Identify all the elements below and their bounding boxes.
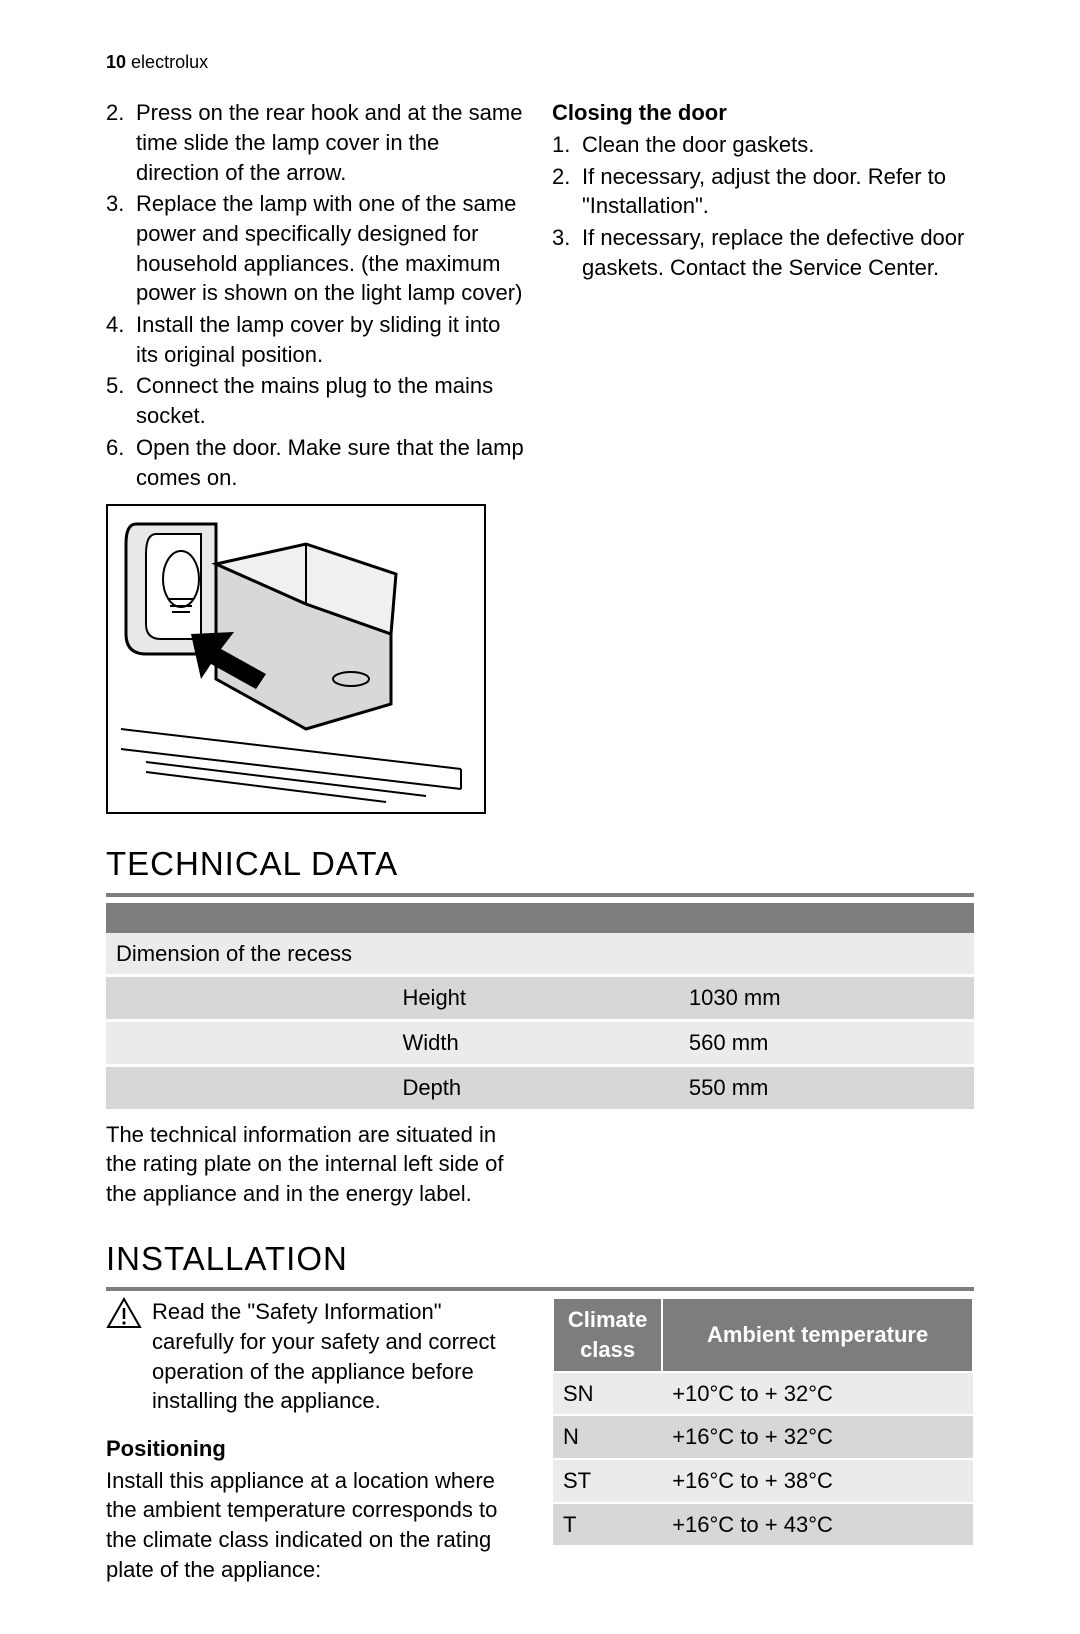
step-num: 5. <box>106 371 136 430</box>
warning-block: Read the "Safety Information" carefully … <box>106 1297 528 1416</box>
tech-key: Width <box>392 1021 678 1066</box>
climate-table: Climate class Ambient temperature SN+10°… <box>552 1297 974 1547</box>
lamp-steps: 2.Press on the rear hook and at the same… <box>106 98 528 492</box>
climate-class: SN <box>553 1372 662 1416</box>
step-num: 1. <box>552 130 582 160</box>
upper-columns: 2.Press on the rear hook and at the same… <box>106 98 974 814</box>
positioning-text: Install this appliance at a location whe… <box>106 1466 528 1585</box>
warning-text: Read the "Safety Information" carefully … <box>152 1297 528 1416</box>
step-text: If necessary, adjust the door. Refer to … <box>582 162 974 221</box>
climate-class: ST <box>553 1459 662 1503</box>
lamp-cover-illustration <box>106 504 486 814</box>
step-num: 6. <box>106 433 136 492</box>
brand-label: electrolux <box>131 52 208 72</box>
positioning-heading: Positioning <box>106 1434 528 1464</box>
climate-temp: +16°C to + 38°C <box>662 1459 973 1503</box>
page-header: 10 electrolux <box>106 50 974 74</box>
right-column: Closing the door 1.Clean the door gasket… <box>552 98 974 814</box>
step-num: 2. <box>106 98 136 187</box>
step-num: 3. <box>106 189 136 308</box>
climate-header: Climate class <box>553 1298 662 1371</box>
tech-key: Height <box>392 976 678 1021</box>
step-num: 4. <box>106 310 136 369</box>
closing-door-heading: Closing the door <box>552 98 974 128</box>
tech-val: 550 mm <box>679 1065 974 1110</box>
tech-note-row: The technical information are situated i… <box>106 1112 974 1209</box>
step-text: Open the door. Make sure that the lamp c… <box>136 433 528 492</box>
install-right: Climate class Ambient temperature SN+10°… <box>552 1297 974 1584</box>
step-text: Replace the lamp with one of the same po… <box>136 189 528 308</box>
step-text: Connect the mains plug to the mains sock… <box>136 371 528 430</box>
section-rule <box>106 893 974 897</box>
step-num: 3. <box>552 223 582 282</box>
tech-val: 560 mm <box>679 1021 974 1066</box>
climate-temp: +16°C to + 43°C <box>662 1503 973 1547</box>
technical-data-table: Dimension of the recess Height1030 mm Wi… <box>106 903 974 1112</box>
warning-icon <box>106 1297 142 1416</box>
page-number: 10 <box>106 52 126 72</box>
installation-heading: INSTALLATION <box>106 1237 974 1282</box>
step-num: 2. <box>552 162 582 221</box>
tech-val: 1030 mm <box>679 976 974 1021</box>
climate-temp: +10°C to + 32°C <box>662 1372 973 1416</box>
section-rule <box>106 1287 974 1291</box>
climate-class: T <box>553 1503 662 1547</box>
tech-key: Depth <box>392 1065 678 1110</box>
closing-steps: 1.Clean the door gaskets. 2.If necessary… <box>552 130 974 282</box>
install-left: Read the "Safety Information" carefully … <box>106 1297 528 1584</box>
technical-data-heading: TECHNICAL DATA <box>106 842 974 887</box>
step-text: Install the lamp cover by sliding it int… <box>136 310 528 369</box>
tech-note: The technical information are situated i… <box>106 1120 528 1209</box>
climate-header: Ambient temperature <box>662 1298 973 1371</box>
climate-temp: +16°C to + 32°C <box>662 1415 973 1459</box>
installation-columns: Read the "Safety Information" carefully … <box>106 1297 974 1584</box>
left-column: 2.Press on the rear hook and at the same… <box>106 98 528 814</box>
step-text: Press on the rear hook and at the same t… <box>136 98 528 187</box>
step-text: Clean the door gaskets. <box>582 130 974 160</box>
step-text: If necessary, replace the defective door… <box>582 223 974 282</box>
climate-class: N <box>553 1415 662 1459</box>
tech-row-label: Dimension of the recess <box>106 933 392 976</box>
